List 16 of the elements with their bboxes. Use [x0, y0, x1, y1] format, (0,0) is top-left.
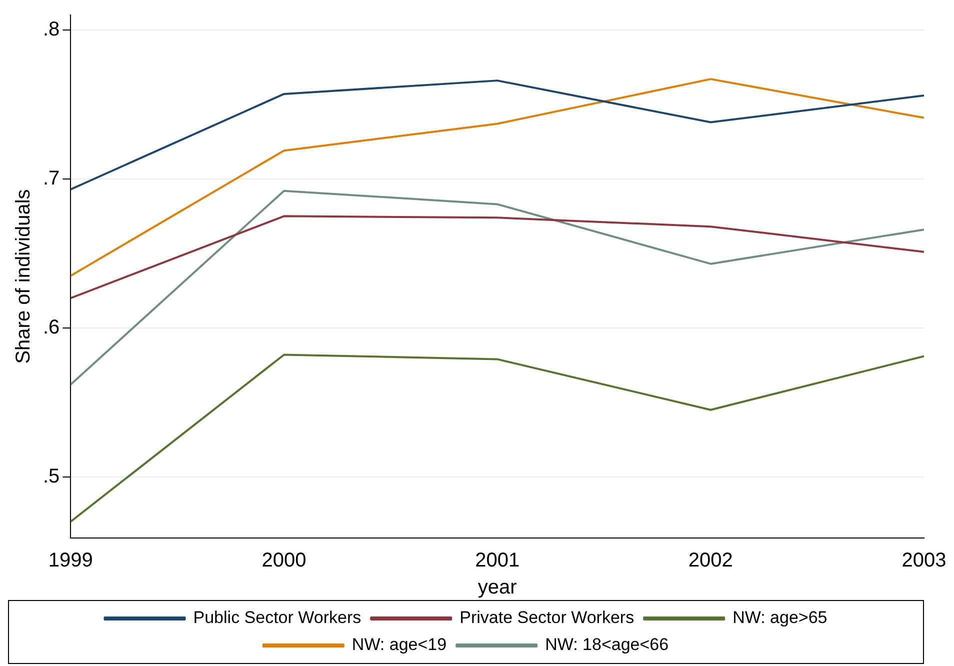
- y-tick-label: .8: [42, 18, 60, 40]
- y-tick-label: .5: [42, 465, 60, 488]
- x-tick-label: 2002: [688, 550, 733, 572]
- x-tick-label: 2003: [902, 550, 946, 572]
- y-tick-label: .7: [42, 167, 60, 190]
- y-tick-label: .6: [42, 316, 60, 338]
- x-tick-label: 2000: [262, 550, 306, 572]
- legend-label: Private Sector Workers: [460, 608, 634, 628]
- x-tick-label: 1999: [48, 550, 93, 572]
- legend-label: NW: age<19: [352, 635, 447, 654]
- y-axis-title: Share of individuals: [12, 189, 35, 364]
- x-tick-label: 2001: [475, 550, 520, 572]
- x-axis-title: year: [478, 576, 518, 599]
- legend-label: NW: age>65: [732, 608, 828, 628]
- legend-label: NW: 18<age<66: [545, 635, 669, 654]
- legend-label: Public Sector Workers: [193, 608, 362, 628]
